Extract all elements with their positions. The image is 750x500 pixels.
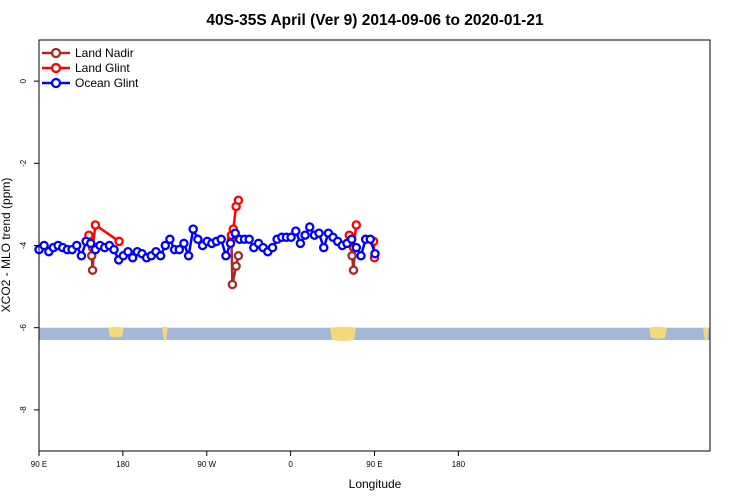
ocean-glint-point: [318, 242, 329, 253]
ocean-glint-point: [230, 228, 240, 238]
ocean-glint-point: [174, 244, 185, 255]
ocean-glint-point: [179, 238, 189, 249]
y-axis-ticks: 0 -2 -4 -6 -8: [19, 78, 39, 413]
legend-marker: [50, 47, 62, 59]
land-nadir-point: [347, 251, 357, 261]
y-tick-label: -2: [19, 159, 28, 167]
ocean-glint-point: [300, 230, 310, 240]
ocean-glint-point: [225, 238, 236, 249]
x-tick-label: 180: [452, 460, 466, 469]
legend-item-ocean-glint: Ocean Glint: [42, 76, 139, 90]
land-nadir-point: [87, 265, 98, 275]
land-nadir-point: [227, 279, 238, 290]
ocean-glint-point: [304, 222, 315, 232]
land-nadir-point: [231, 261, 241, 271]
land-patch: [703, 327, 709, 342]
legend-item-land-nadir: Land Nadir: [42, 46, 134, 60]
ocean-glint-point: [85, 238, 96, 249]
ocean-glint-point: [193, 234, 203, 245]
ocean-glint-point: [286, 232, 296, 243]
ocean-glint-point: [351, 242, 362, 253]
ocean-glint-point: [370, 248, 380, 259]
ocean-glint-point: [165, 234, 175, 245]
x-tick-label: 90 E: [31, 460, 47, 469]
ocean-glint-point: [314, 228, 324, 238]
ocean-glint-point: [365, 234, 376, 245]
ocean-glint-point: [267, 242, 278, 253]
y-tick-label: 0: [19, 78, 28, 83]
land-patch: [108, 326, 124, 338]
y-tick-label: -4: [19, 241, 28, 249]
ocean-glint-point: [346, 234, 357, 245]
x-tick-label: 0: [288, 460, 293, 469]
ocean-glint-point: [160, 240, 171, 251]
ocean-glint-point: [127, 253, 138, 263]
ocean-glint-point: [291, 226, 301, 236]
legend-marker: [50, 62, 62, 74]
series-ocean-glint: [34, 222, 380, 265]
x-tick-label: 90 W: [197, 460, 216, 469]
series-layer: [34, 195, 380, 290]
ocean-glint-point: [216, 234, 226, 245]
ocean-strip: [39, 327, 710, 341]
land-patch: [330, 326, 356, 342]
ocean-glint-point: [295, 238, 306, 249]
y-axis-label: XCO2 - MLO trend (ppm): [0, 178, 13, 313]
land-nadir-line: [230, 239, 240, 285]
ocean-glint-point: [183, 251, 194, 261]
land-ocean-band: [39, 326, 710, 342]
ocean-glint-point: [244, 234, 254, 245]
ocean-glint-point: [188, 224, 198, 234]
legend-item-land-glint: Land Glint: [42, 61, 130, 75]
ocean-glint-point: [76, 251, 87, 261]
legend-label: Ocean Glint: [75, 76, 139, 90]
land-glint-point: [90, 220, 101, 230]
chart-title: 40S-35S April (Ver 9) 2014-09-06 to 2020…: [206, 12, 544, 29]
ocean-glint-point: [123, 246, 133, 257]
land-glint-point: [233, 195, 244, 206]
y-tick-label: -8: [19, 406, 28, 414]
y-tick-label: -6: [19, 324, 28, 332]
land-nadir-point: [348, 265, 359, 275]
land-nadir-point: [233, 251, 244, 261]
land-glint-point: [114, 236, 124, 247]
ocean-glint-point: [356, 251, 366, 261]
legend-marker: [50, 77, 62, 89]
ocean-glint-point: [221, 251, 231, 261]
x-axis-label: Longitude: [349, 477, 402, 491]
x-axis-ticks: 90 E 180 90 W 0 90 E 180: [31, 451, 466, 469]
land-patch: [649, 326, 667, 339]
x-tick-label: 180: [116, 460, 130, 469]
land-glint-point: [351, 220, 362, 230]
x-tick-label: 90 E: [366, 460, 382, 469]
land-patch: [162, 326, 168, 342]
ocean-glint-point: [109, 244, 119, 255]
ocean-glint-point: [155, 251, 166, 261]
legend-label: Land Glint: [75, 61, 130, 75]
ocean-glint-point: [39, 240, 49, 251]
ocean-glint-point: [71, 240, 82, 251]
legend-label: Land Nadir: [75, 46, 134, 60]
